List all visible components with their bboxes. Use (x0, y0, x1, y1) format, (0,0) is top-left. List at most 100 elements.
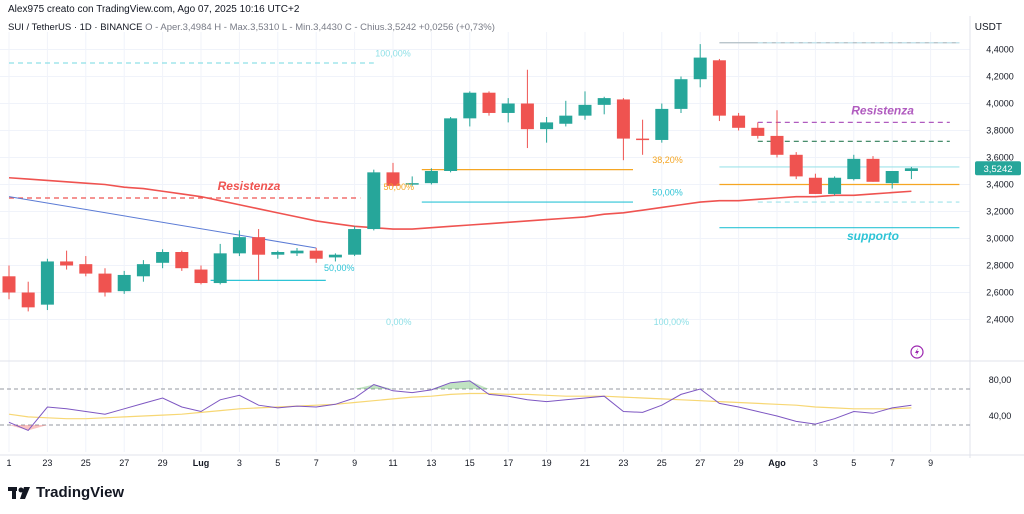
moving-average (8, 176, 912, 230)
x-tick-label: 5 (851, 458, 856, 468)
ohlc-values: O - Aper.3,4984 H - Max.3,5310 L - Min.3… (145, 22, 495, 33)
x-tick-label: 15 (465, 458, 475, 468)
candle-up (232, 230, 246, 257)
candle-body (444, 118, 458, 171)
candle-down (636, 119, 650, 155)
candle-down (2, 265, 16, 300)
candle-up (444, 117, 458, 173)
candle-down (732, 112, 746, 131)
last-price-label: 3,5242 (983, 164, 1012, 175)
candle-up (213, 243, 227, 285)
candle-down (866, 156, 880, 182)
candle-up (828, 176, 842, 196)
candle-down (79, 256, 93, 277)
candle-body (540, 122, 554, 130)
brand-name: TradingView (36, 484, 125, 501)
y-axis: 4,4000 4,2000 4,0000 3,8000 3,6000 3,4000 3,20… (975, 45, 1021, 325)
candle-up (578, 91, 592, 120)
candle-down (520, 69, 534, 149)
candle-body (175, 252, 189, 269)
candle-up (367, 169, 381, 231)
annotation-resistenza-left: Resistenza (218, 179, 281, 193)
x-tick-label: 11 (388, 458, 397, 468)
candle-up (674, 76, 688, 113)
candle-up (655, 103, 669, 143)
x-tick-label: 25 (657, 458, 667, 468)
author-line: Alex975 creato con TradingView.com, Ago … (8, 4, 300, 15)
candle-up (540, 117, 554, 143)
candle-body (501, 103, 515, 113)
fib-50-left: 50,00% (324, 263, 355, 273)
candle-body (232, 237, 246, 254)
x-tick-label: 23 (42, 458, 52, 468)
rsi-overbought-fill (469, 380, 489, 389)
symbol-name[interactable]: SUI / TetherUS · 1D · BINANCE (8, 22, 143, 33)
candle-body (424, 171, 438, 184)
candle-body (271, 252, 285, 255)
fib-382-mid: 38,20% (652, 155, 683, 165)
rsi-line (8, 380, 912, 432)
candle-down (751, 122, 765, 139)
candle-body (597, 98, 611, 105)
candle-body (559, 115, 573, 124)
candle-body (674, 79, 688, 109)
candle-body (405, 183, 419, 185)
tradingview-logo[interactable]: TradingView (8, 484, 124, 501)
rsi-oversold-fill (9, 425, 29, 431)
candle-body (828, 177, 842, 194)
symbol-ohlc-line: SUI / TetherUS · 1D · BINANCE O - Aper.3… (8, 22, 495, 33)
x-tick-label: Ago (768, 458, 786, 468)
candle-body (904, 168, 918, 171)
candle-body (732, 115, 746, 128)
candle-down (482, 91, 496, 116)
x-tick-label: 27 (695, 458, 705, 468)
x-tick-label: 29 (158, 458, 168, 468)
rsi-ma-line (8, 392, 912, 420)
candles (2, 44, 918, 312)
tradingview-icon (8, 486, 30, 499)
candle-up (463, 91, 477, 127)
rsi-overbought-fill (450, 380, 470, 389)
currency-label[interactable]: USDT (974, 22, 1002, 33)
x-axis: 1 23 25 27 29 Lug 3 5 7 9 11 13 15 17 19 21 23 25 27 29 Ago 3… (6, 458, 933, 468)
candle-body (309, 250, 323, 259)
fib-50-left-2: 50,00% (383, 182, 414, 192)
candle-up (847, 154, 861, 181)
candle-up (597, 96, 611, 115)
annotation-resistenza-right: Resistenza (851, 103, 914, 117)
y-tick-label: 4,2000 (986, 72, 1014, 82)
candle-body (156, 252, 170, 263)
y-tick-label: 4,0000 (986, 99, 1014, 109)
candle-down (252, 229, 266, 281)
candle-body (213, 253, 227, 284)
y-tick-label: 2,6000 (986, 288, 1014, 298)
overlay-lines (8, 42, 960, 281)
candle-down (60, 250, 74, 270)
y-tick-label: 2,8000 (986, 261, 1014, 271)
candle-up (271, 250, 285, 259)
rsi-tick-label: 80,00 (989, 375, 1012, 385)
rsi-oversold-fill (28, 425, 48, 431)
candle-body (693, 57, 707, 80)
candle-down (789, 152, 803, 180)
candle-body (98, 273, 112, 293)
x-tick-label: 19 (542, 458, 552, 468)
fib-0-mid: 0,00% (386, 317, 412, 327)
candle-up (693, 44, 707, 88)
x-tick-label: 21 (580, 458, 590, 468)
candle-up (136, 260, 150, 282)
candle-down (309, 247, 323, 263)
x-tick-label: 23 (618, 458, 628, 468)
candle-up (290, 247, 304, 257)
y-tick-label: 4,4000 (986, 45, 1014, 55)
candle-down (712, 58, 726, 122)
candle-body (636, 138, 650, 141)
x-tick-label: 3 (813, 458, 818, 468)
x-tick-label: 3 (237, 458, 242, 468)
x-tick-label: 9 (352, 458, 357, 468)
x-tick-label: 25 (81, 458, 91, 468)
y-tick-label: 2,4000 (986, 315, 1014, 325)
x-tick-label: 7 (314, 458, 319, 468)
x-tick-label: 29 (734, 458, 744, 468)
